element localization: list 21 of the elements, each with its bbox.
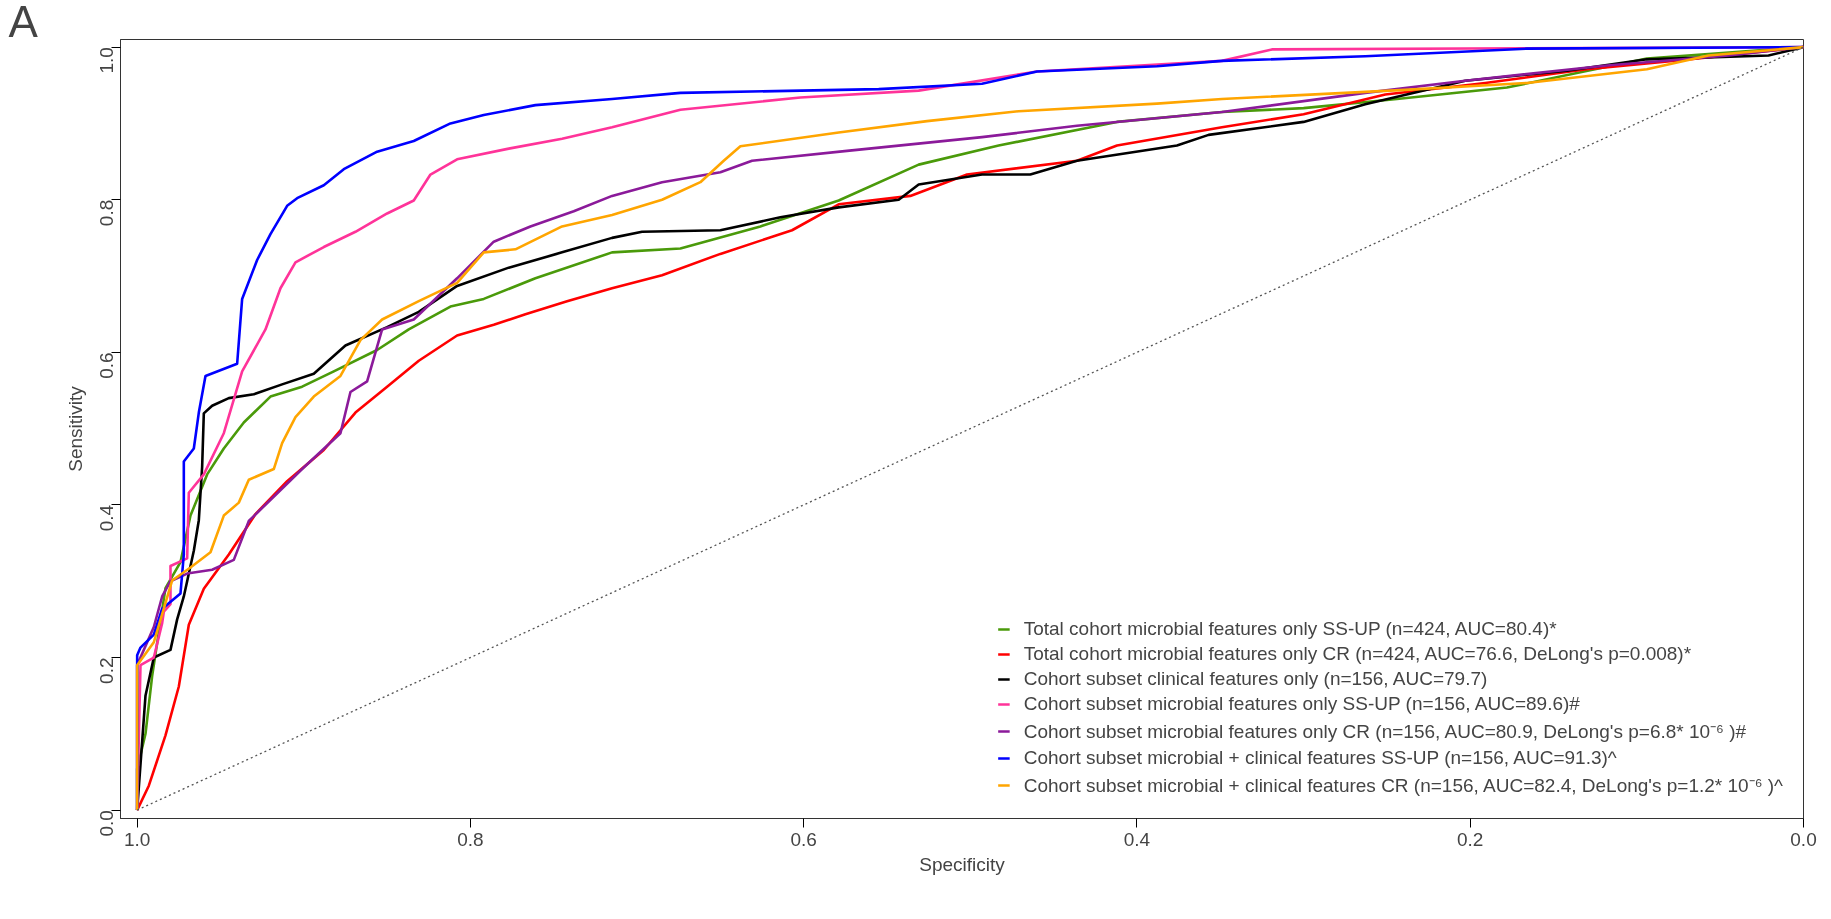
x-axis-title: Specificity bbox=[919, 853, 1006, 875]
text: A bbox=[8, 0, 39, 46]
x-tick-label: 0.8 bbox=[457, 828, 484, 850]
x-tick-label: 0.6 bbox=[790, 828, 817, 850]
y-tick-label: 0.6 bbox=[96, 352, 117, 379]
x-tick-label: 1.0 bbox=[123, 828, 151, 850]
y-tick-label: 0.8 bbox=[96, 199, 117, 227]
y-tick-label: 1.0 bbox=[96, 47, 117, 74]
x-tick-label: 0.2 bbox=[1457, 828, 1484, 850]
x-tick-label: 0.4 bbox=[1123, 828, 1151, 850]
x-tick-label: 0.0 bbox=[1790, 828, 1817, 850]
legend-label: Cohort subset microbial features only CR (n=156, AUC=80.9, DeLong's p=6.8* 10⁻⁶ )# bbox=[1023, 720, 1747, 744]
legend-label: Cohort subset microbial + clinical features CR (n=156, AUC=82.4, DeLong's p=1.2* 10⁻⁶ )^ bbox=[1023, 774, 1783, 798]
legend-label: Cohort subset microbial features only SS-UP (n=156, AUC=89.6)# bbox=[1023, 693, 1580, 715]
y-tick-label: 0.2 bbox=[96, 657, 117, 684]
y-tick-label: 0.4 bbox=[96, 504, 117, 532]
legend-label: Cohort subset microbial + clinical features SS-UP (n=156, AUC=91.3)^ bbox=[1023, 747, 1617, 769]
legend-label: Cohort subset clinical features only (n=156, AUC=79.7) bbox=[1023, 668, 1488, 690]
y-axis-title: Sensitivity bbox=[64, 385, 86, 472]
legend-label: Total cohort microbial features only SS-UP (n=424, AUC=80.4)* bbox=[1023, 618, 1557, 640]
legend-label: Total cohort microbial features only CR (n=424, AUC=76.6, DeLong's p=0.008)* bbox=[1023, 643, 1692, 665]
